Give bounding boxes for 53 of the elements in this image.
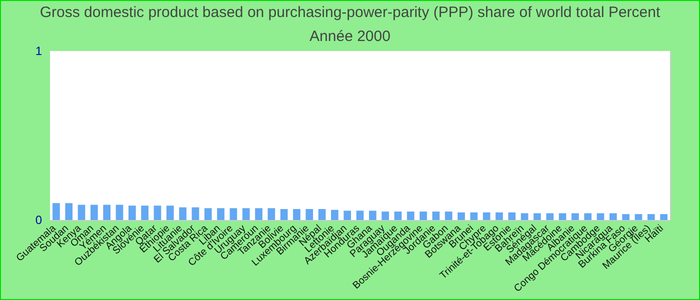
bar — [280, 209, 288, 220]
bar — [382, 212, 389, 220]
bar — [293, 209, 300, 220]
bar — [65, 203, 73, 220]
bar — [141, 206, 148, 220]
bar — [647, 214, 655, 220]
y-tick-label: 1 — [35, 44, 42, 58]
bar — [432, 212, 440, 220]
bar — [103, 204, 111, 220]
bar — [458, 212, 465, 220]
bar — [368, 210, 376, 220]
bar — [660, 214, 668, 220]
bar — [558, 213, 566, 220]
bar — [622, 214, 630, 220]
bar — [356, 210, 364, 220]
bar — [344, 210, 352, 220]
bar — [204, 208, 212, 220]
bar — [534, 213, 541, 220]
bar — [78, 204, 86, 220]
bar — [217, 208, 224, 220]
bar — [128, 206, 136, 220]
bar — [482, 212, 490, 220]
bar — [496, 212, 503, 220]
bar — [255, 208, 262, 220]
bar — [444, 212, 452, 220]
chart-title: Gross domestic product based on purchasing-power-parity (PPP) share of world total Percent — [40, 4, 661, 21]
bar — [406, 212, 414, 220]
bar — [520, 213, 528, 220]
bar — [420, 212, 427, 220]
bar — [166, 206, 174, 220]
bar — [394, 212, 402, 220]
bar — [192, 207, 200, 220]
bar — [154, 206, 162, 220]
bar — [508, 212, 516, 220]
bar — [268, 208, 276, 220]
chart-subtitle: Année 2000 — [310, 28, 390, 45]
bar — [52, 203, 60, 220]
bar — [546, 213, 554, 220]
bar — [572, 213, 579, 220]
bar — [179, 207, 186, 220]
bar — [318, 209, 326, 220]
y-tick-label: 0 — [35, 213, 42, 228]
bar — [230, 208, 238, 220]
bar — [470, 212, 478, 220]
bar — [331, 210, 338, 220]
bar — [306, 209, 314, 220]
bar — [90, 204, 98, 220]
bar — [242, 208, 250, 220]
bar — [584, 213, 592, 220]
bar — [634, 214, 642, 220]
bar — [609, 213, 617, 220]
bar — [116, 204, 124, 220]
bar — [596, 213, 604, 220]
